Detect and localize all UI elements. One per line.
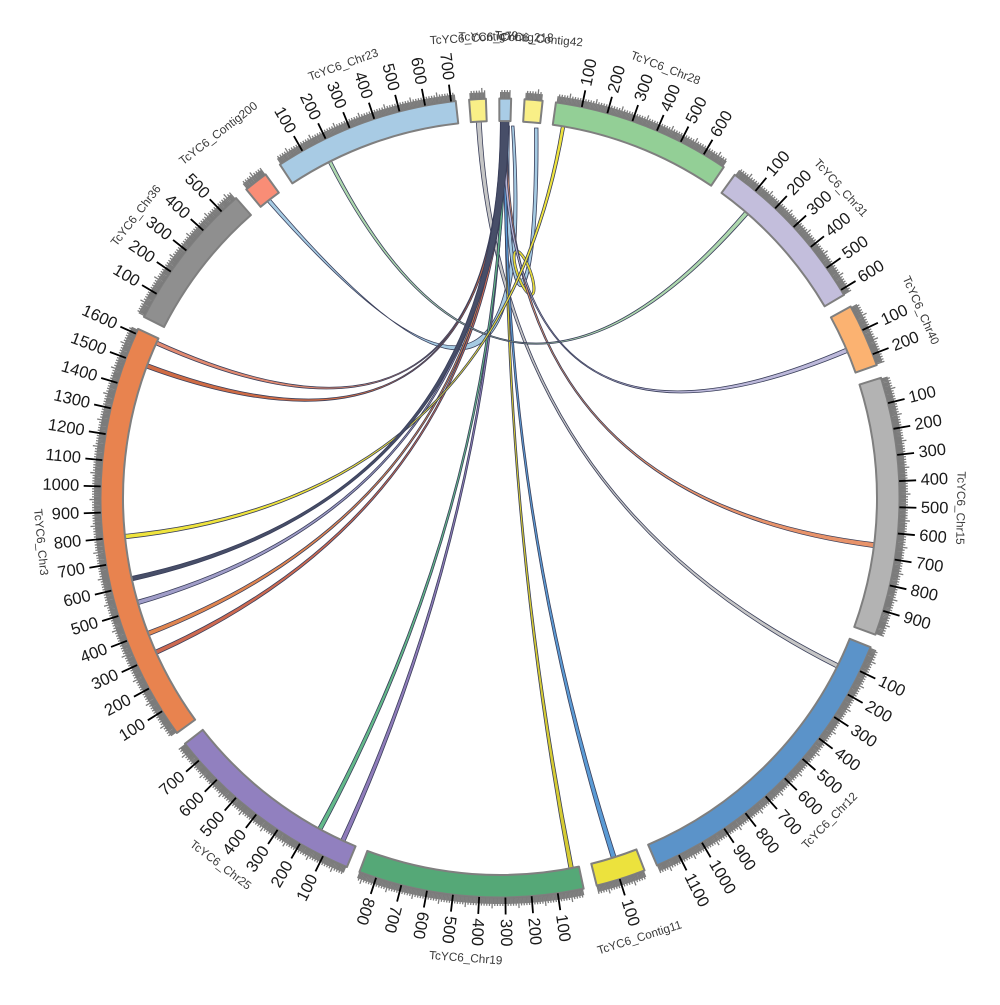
- svg-text:300: 300: [918, 441, 947, 462]
- svg-text:100: 100: [552, 913, 574, 943]
- svg-text:1000: 1000: [42, 476, 79, 495]
- svg-text:TcYC6_Contig79: TcYC6_Contig79: [429, 28, 518, 47]
- svg-text:700: 700: [436, 52, 457, 82]
- svg-text:200: 200: [524, 917, 544, 946]
- svg-text:TcYC6_Chr19: TcYC6_Chr19: [429, 948, 503, 967]
- svg-text:400: 400: [468, 918, 487, 946]
- svg-text:400: 400: [920, 470, 948, 489]
- svg-text:900: 900: [51, 504, 79, 523]
- svg-text:TcYC6_Chr15: TcYC6_Chr15: [953, 471, 969, 545]
- svg-text:1200: 1200: [47, 416, 86, 440]
- svg-text:800: 800: [909, 581, 940, 605]
- svg-text:1100: 1100: [45, 446, 82, 467]
- svg-text:300: 300: [497, 919, 515, 947]
- svg-text:600: 600: [407, 56, 430, 86]
- svg-text:700: 700: [56, 560, 86, 582]
- svg-text:700: 700: [915, 554, 945, 576]
- svg-text:100: 100: [577, 57, 600, 88]
- svg-text:500: 500: [921, 499, 949, 518]
- svg-text:600: 600: [409, 910, 432, 940]
- svg-text:TcYC6_Contig218: TcYC6_Contig218: [458, 29, 554, 44]
- svg-text:TcYC6_Chr3: TcYC6_Chr3: [31, 508, 51, 576]
- svg-text:600: 600: [919, 527, 948, 547]
- svg-text:500: 500: [438, 915, 459, 944]
- svg-text:600: 600: [62, 587, 93, 611]
- svg-text:800: 800: [53, 532, 82, 553]
- svg-text:200: 200: [913, 411, 943, 433]
